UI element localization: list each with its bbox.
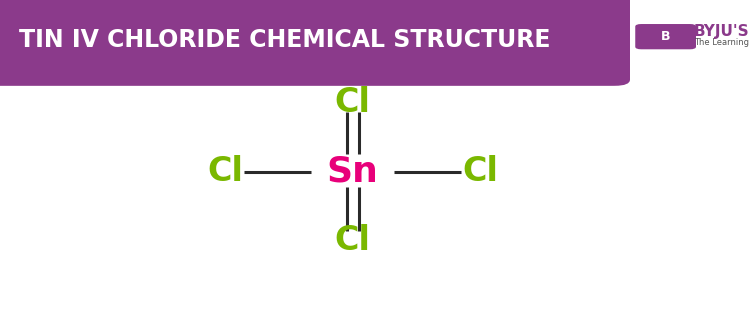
Bar <box>0 0 300 80</box>
Text: TIN IV CHLORIDE CHEMICAL STRUCTURE: TIN IV CHLORIDE CHEMICAL STRUCTURE <box>19 28 550 52</box>
Text: Cl: Cl <box>334 86 370 119</box>
Bar <box>0 0 622 80</box>
FancyBboxPatch shape <box>635 24 696 49</box>
Text: BYJU'S: BYJU'S <box>694 24 749 40</box>
Text: Sn: Sn <box>326 155 379 188</box>
Text: Cl: Cl <box>334 224 370 257</box>
Text: Cl: Cl <box>462 155 498 188</box>
FancyBboxPatch shape <box>0 0 625 85</box>
Text: Cl: Cl <box>207 155 243 188</box>
Text: The Learning App: The Learning App <box>694 38 750 47</box>
Bar <box>0 0 615 3</box>
Text: B: B <box>661 30 670 43</box>
FancyBboxPatch shape <box>0 0 630 86</box>
